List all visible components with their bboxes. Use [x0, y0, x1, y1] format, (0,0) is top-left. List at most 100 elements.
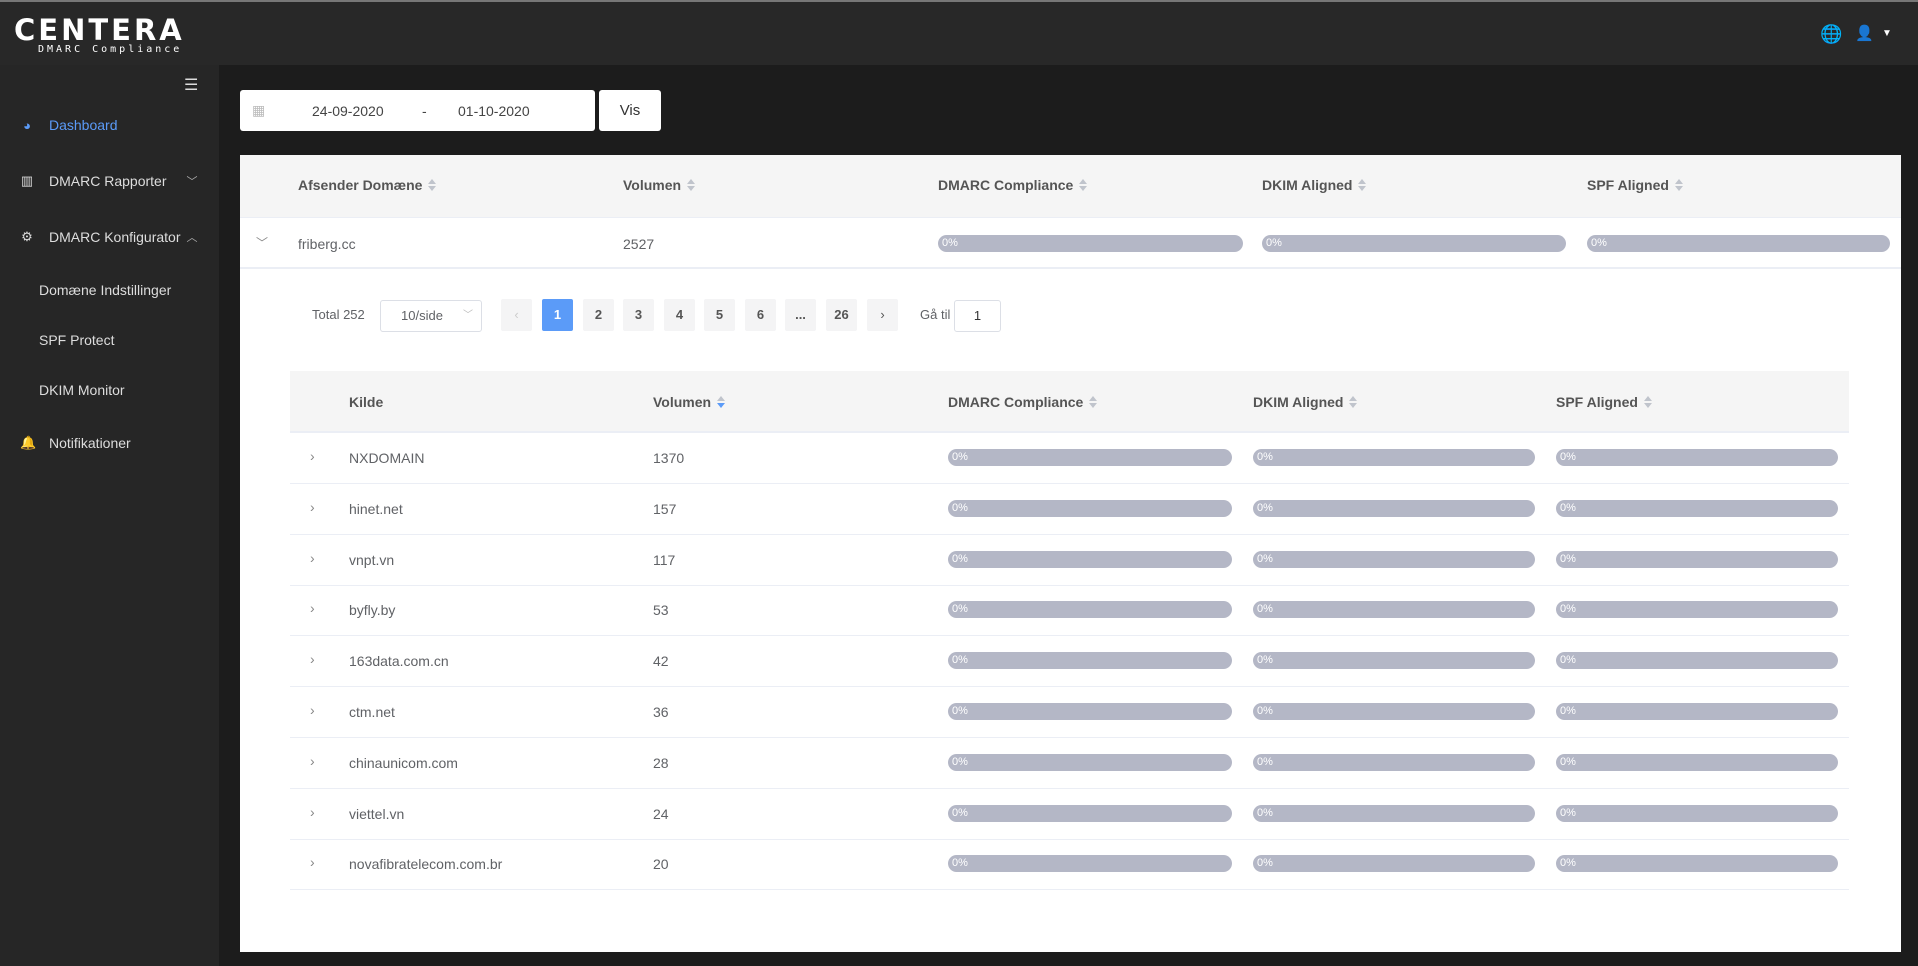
sidebar-item-dkim-monitor[interactable]: DKIM Monitor: [39, 382, 125, 398]
total-count: Total 252: [312, 307, 365, 322]
table-row[interactable]: › hinet.net 157 0% 0% 0%: [290, 484, 1849, 535]
source-cell: chinaunicom.com: [349, 754, 458, 771]
table-row[interactable]: ﹀ friberg.cc 2527 0% 0% 0%: [240, 218, 1901, 269]
gears-icon: ⚙: [21, 229, 33, 244]
page-button[interactable]: 5: [704, 299, 735, 331]
domain-cell: friberg.cc: [298, 236, 356, 252]
volume-cell: 157: [653, 500, 677, 517]
chevron-right-icon[interactable]: ›: [310, 498, 315, 515]
dkim-progress: 0%: [1253, 703, 1535, 720]
page-button[interactable]: 2: [583, 299, 614, 331]
table-row[interactable]: › ctm.net 36 0% 0% 0%: [290, 687, 1849, 738]
goto-page-input[interactable]: 1: [954, 300, 1001, 332]
col-dmarc[interactable]: DMARC Compliance: [938, 177, 1088, 193]
dkim-progress: 0%: [1253, 601, 1535, 619]
sidebar-item-dmarc-rapporter[interactable]: ▥ DMARC Rapporter ﹀: [20, 173, 198, 189]
volume-cell: 36: [653, 704, 669, 720]
col-label: Volumen: [653, 394, 712, 410]
chevron-right-icon[interactable]: ›: [310, 549, 315, 566]
dmarc-progress: 0%: [948, 652, 1232, 670]
table-row[interactable]: › 163data.com.cn 42 0% 0% 0%: [290, 636, 1849, 688]
next-page-button[interactable]: ›: [867, 299, 898, 331]
caret-down-icon[interactable]: ▼: [1882, 28, 1892, 39]
page-button[interactable]: 1: [542, 299, 573, 331]
source-cell: NXDOMAIN: [349, 450, 425, 466]
page-size-value: 10/side: [401, 308, 443, 323]
chevron-right-icon[interactable]: ›: [310, 803, 315, 820]
source-table-header: Kilde Volumen DMARC Compliance DKIM Alig…: [290, 371, 1849, 433]
page-button[interactable]: 3: [623, 299, 654, 331]
sort-icon[interactable]: [1349, 396, 1358, 408]
table-header: Afsender Domæne Volumen DMARC Compliance…: [240, 155, 1901, 218]
prev-page-button[interactable]: ‹: [501, 299, 532, 331]
dkim-progress: 0%: [1253, 652, 1535, 670]
sidebar-item-dashboard[interactable]: ◕ Dashboard: [0, 115, 117, 135]
col-spf[interactable]: SPF Aligned: [1587, 177, 1683, 193]
table-row[interactable]: › chinaunicom.com 28 0% 0% 0%: [290, 738, 1849, 789]
source-cell: vnpt.vn: [349, 551, 395, 568]
col-label: DKIM Aligned: [1253, 394, 1344, 410]
volume-cell: 117: [653, 551, 676, 568]
source-cell: 163data.com.cn: [349, 653, 449, 670]
col-label: Volumen: [623, 177, 682, 193]
chevron-right-icon[interactable]: ›: [310, 702, 315, 718]
vis-button[interactable]: Vis: [599, 90, 661, 131]
page-button[interactable]: 4: [664, 299, 695, 331]
spf-progress: 0%: [1556, 804, 1838, 822]
sort-icon[interactable]: [428, 179, 437, 191]
table-row[interactable]: › byfly.by 53 0% 0% 0%: [290, 585, 1849, 637]
bell-icon: 🔔: [20, 435, 37, 450]
chevron-right-icon[interactable]: ›: [310, 600, 315, 617]
page-button[interactable]: 6: [745, 299, 776, 331]
chevron-down-icon[interactable]: ﹀: [256, 236, 269, 250]
page-button[interactable]: 26: [826, 299, 857, 331]
chevron-right-icon[interactable]: ›: [310, 854, 315, 871]
user-icon[interactable]: 👤: [1855, 25, 1874, 42]
sort-icon[interactable]: [1674, 179, 1683, 191]
chevron-down-icon: ﹀: [463, 310, 473, 321]
sort-icon[interactable]: [1358, 179, 1367, 191]
spf-progress: 0%: [1587, 235, 1890, 252]
page-size-select[interactable]: 10/side ﹀: [380, 300, 482, 332]
col-afsender[interactable]: Afsender Domæne: [298, 177, 437, 193]
table-row[interactable]: › vnpt.vn 117 0% 0% 0%: [290, 535, 1849, 586]
sort-desc-icon[interactable]: [717, 396, 726, 408]
col-dkim[interactable]: DKIM Aligned: [1262, 177, 1367, 193]
more-pages-button[interactable]: ...: [785, 299, 816, 331]
dmarc-progress: 0%: [948, 449, 1232, 466]
col-spf[interactable]: SPF Aligned: [1556, 394, 1652, 410]
start-date-input[interactable]: 24-09-2020: [312, 102, 384, 119]
dkim-progress: 0%: [1253, 449, 1535, 466]
logo: CENTERA DMARC Compliance: [14, 13, 185, 56]
chevron-down-icon: ﹀: [186, 176, 198, 188]
chevron-right-icon[interactable]: ›: [310, 448, 315, 464]
sidebar-item-notifikationer[interactable]: 🔔 Notifikationer: [20, 435, 131, 451]
chevron-up-icon: ︿: [186, 232, 198, 244]
sidebar-item-domaene-indstillinger[interactable]: Domæne Indstillinger: [39, 282, 172, 298]
source-cell: novafibratelecom.com.br: [349, 856, 503, 873]
col-dkim[interactable]: DKIM Aligned: [1253, 394, 1358, 410]
end-date-input[interactable]: 01-10-2020: [458, 102, 530, 119]
dkim-progress: 0%: [1253, 804, 1535, 822]
dkim-progress: 0%: [1253, 499, 1535, 517]
table-row[interactable]: › viettel.vn 24 0% 0% 0%: [290, 789, 1849, 840]
col-dmarc[interactable]: DMARC Compliance: [948, 394, 1098, 410]
sidebar-item-dmarc-konfigurator[interactable]: ⚙ DMARC Konfigurator ︿: [21, 229, 198, 245]
globe-icon[interactable]: 🌐: [1820, 24, 1843, 44]
col-label: DMARC Compliance: [948, 394, 1084, 410]
sort-icon[interactable]: [1079, 179, 1088, 191]
bar-chart-icon: ▥: [20, 173, 34, 188]
col-volumen[interactable]: Volumen: [653, 394, 726, 410]
sidebar-item-spf-protect[interactable]: SPF Protect: [39, 332, 115, 348]
sort-icon[interactable]: [1089, 396, 1098, 408]
sort-icon[interactable]: [687, 179, 696, 191]
date-range-picker[interactable]: ▦ 24-09-2020 - 01-10-2020: [240, 90, 595, 131]
sort-icon[interactable]: [1643, 396, 1652, 408]
table-row[interactable]: › NXDOMAIN 1370 0% 0% 0%: [290, 433, 1849, 484]
chevron-right-icon[interactable]: ›: [310, 752, 315, 769]
chevron-right-icon[interactable]: ›: [310, 651, 315, 668]
collapse-menu-icon[interactable]: ☰: [184, 77, 199, 94]
col-volumen[interactable]: Volumen: [623, 177, 696, 193]
dmarc-progress: 0%: [948, 601, 1232, 619]
table-row[interactable]: › novafibratelecom.com.br 20 0% 0% 0%: [290, 839, 1849, 891]
